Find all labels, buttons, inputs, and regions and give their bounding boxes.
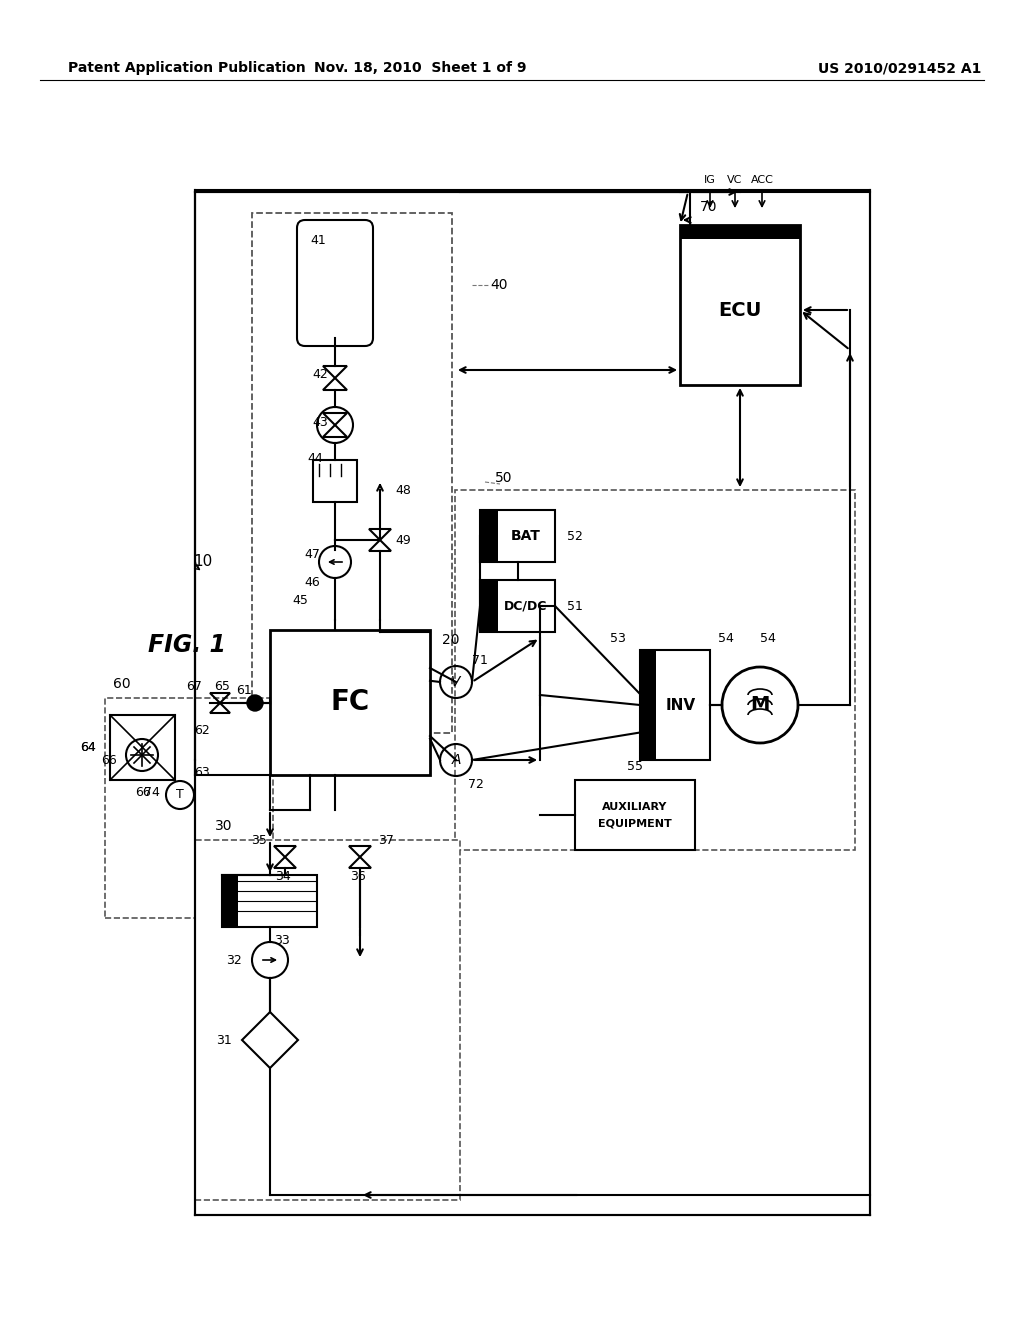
Text: A: A: [452, 752, 461, 767]
Text: 74: 74: [144, 787, 160, 800]
Text: 20: 20: [442, 634, 460, 647]
Bar: [252, 213, 452, 733]
Bar: [480, 579, 555, 632]
Text: 32: 32: [226, 953, 242, 966]
FancyBboxPatch shape: [297, 220, 373, 346]
Text: 40: 40: [490, 279, 508, 292]
Text: 44: 44: [307, 451, 323, 465]
Text: 30: 30: [215, 818, 232, 833]
Bar: [270, 630, 430, 775]
Text: FIG. 1: FIG. 1: [148, 634, 226, 657]
Text: 72: 72: [468, 777, 484, 791]
Text: 37: 37: [378, 834, 394, 847]
Text: 36: 36: [350, 870, 366, 883]
Text: 62: 62: [195, 723, 210, 737]
Text: DC/DC: DC/DC: [504, 599, 547, 612]
Text: 33: 33: [274, 935, 290, 948]
Text: 55: 55: [627, 759, 643, 772]
Text: 35: 35: [251, 834, 267, 847]
Text: EQUIPMENT: EQUIPMENT: [598, 818, 672, 828]
Text: 41: 41: [310, 234, 326, 247]
Bar: [222, 875, 238, 927]
Bar: [575, 780, 695, 850]
Text: 34: 34: [275, 870, 291, 883]
Text: 51: 51: [567, 599, 583, 612]
Bar: [110, 715, 175, 780]
Text: US 2010/0291452 A1: US 2010/0291452 A1: [818, 61, 982, 75]
Text: 66: 66: [101, 754, 117, 767]
Bar: [480, 579, 498, 632]
Bar: [313, 459, 357, 502]
Text: FC: FC: [331, 689, 370, 717]
Text: 43: 43: [312, 417, 328, 429]
Text: 42: 42: [312, 368, 328, 381]
Bar: [455, 490, 855, 850]
Bar: [640, 649, 656, 760]
Text: 46: 46: [304, 577, 319, 590]
Text: BAT: BAT: [511, 529, 541, 543]
Bar: [222, 875, 317, 927]
Text: 48: 48: [395, 483, 411, 496]
Bar: [480, 510, 498, 562]
Text: 50: 50: [495, 471, 512, 484]
Bar: [640, 649, 710, 760]
Text: 60: 60: [113, 677, 131, 690]
Text: 54: 54: [718, 631, 734, 644]
Text: 65: 65: [214, 681, 230, 693]
Text: V: V: [452, 675, 461, 689]
Text: 61: 61: [237, 684, 252, 697]
Bar: [105, 698, 273, 917]
Text: 52: 52: [567, 529, 583, 543]
Bar: [480, 510, 555, 562]
Text: IG: IG: [705, 176, 716, 185]
Text: 31: 31: [216, 1034, 232, 1047]
Bar: [680, 224, 800, 239]
Bar: [680, 224, 800, 385]
Text: ACC: ACC: [751, 176, 773, 185]
Text: 63: 63: [195, 767, 210, 780]
Text: INV: INV: [666, 697, 696, 713]
Bar: [195, 840, 460, 1200]
Text: 10: 10: [193, 554, 212, 569]
Text: M: M: [751, 696, 770, 714]
Text: Nov. 18, 2010  Sheet 1 of 9: Nov. 18, 2010 Sheet 1 of 9: [313, 61, 526, 75]
Circle shape: [247, 696, 263, 711]
Text: 54: 54: [760, 631, 776, 644]
Text: 45: 45: [292, 594, 308, 606]
Text: 67: 67: [186, 681, 202, 693]
Text: 70: 70: [700, 201, 718, 214]
Text: 53: 53: [610, 631, 626, 644]
Text: 64: 64: [80, 741, 96, 754]
Text: 49: 49: [395, 533, 411, 546]
Text: T: T: [176, 788, 184, 801]
Text: 66: 66: [134, 785, 151, 799]
Text: 71: 71: [472, 653, 487, 667]
Text: ECU: ECU: [718, 301, 762, 319]
Text: VC: VC: [727, 176, 742, 185]
Text: Patent Application Publication: Patent Application Publication: [68, 61, 306, 75]
Text: 47: 47: [304, 549, 319, 561]
Text: 64: 64: [80, 741, 96, 754]
Text: AUXILIARY: AUXILIARY: [602, 803, 668, 812]
